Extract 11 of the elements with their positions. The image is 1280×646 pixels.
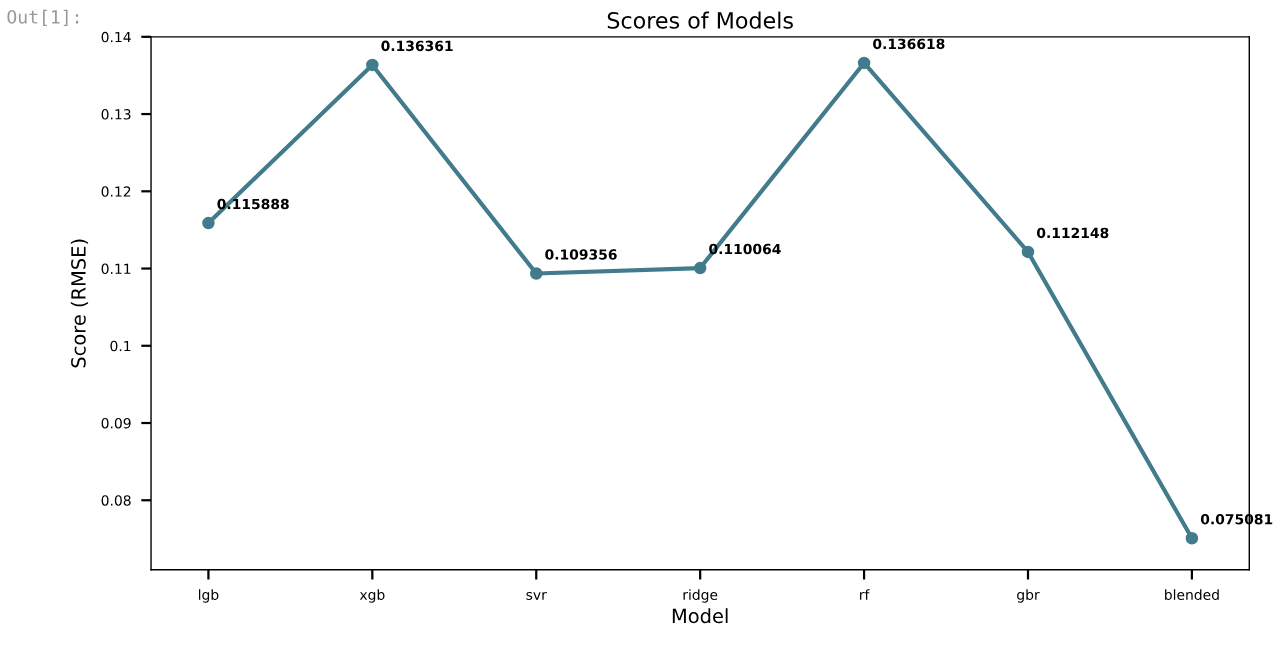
point [857,56,871,70]
chart-title: Scores of Models [607,11,793,29]
point [693,261,707,275]
point [1185,532,1199,545]
text: Out[1]: [7,9,79,26]
point [529,267,543,280]
point [202,216,215,230]
point [366,58,379,72]
y-axis-title: Score (RMSE) [70,239,89,368]
x-axis-title: Model [672,608,728,624]
point [1021,245,1035,259]
